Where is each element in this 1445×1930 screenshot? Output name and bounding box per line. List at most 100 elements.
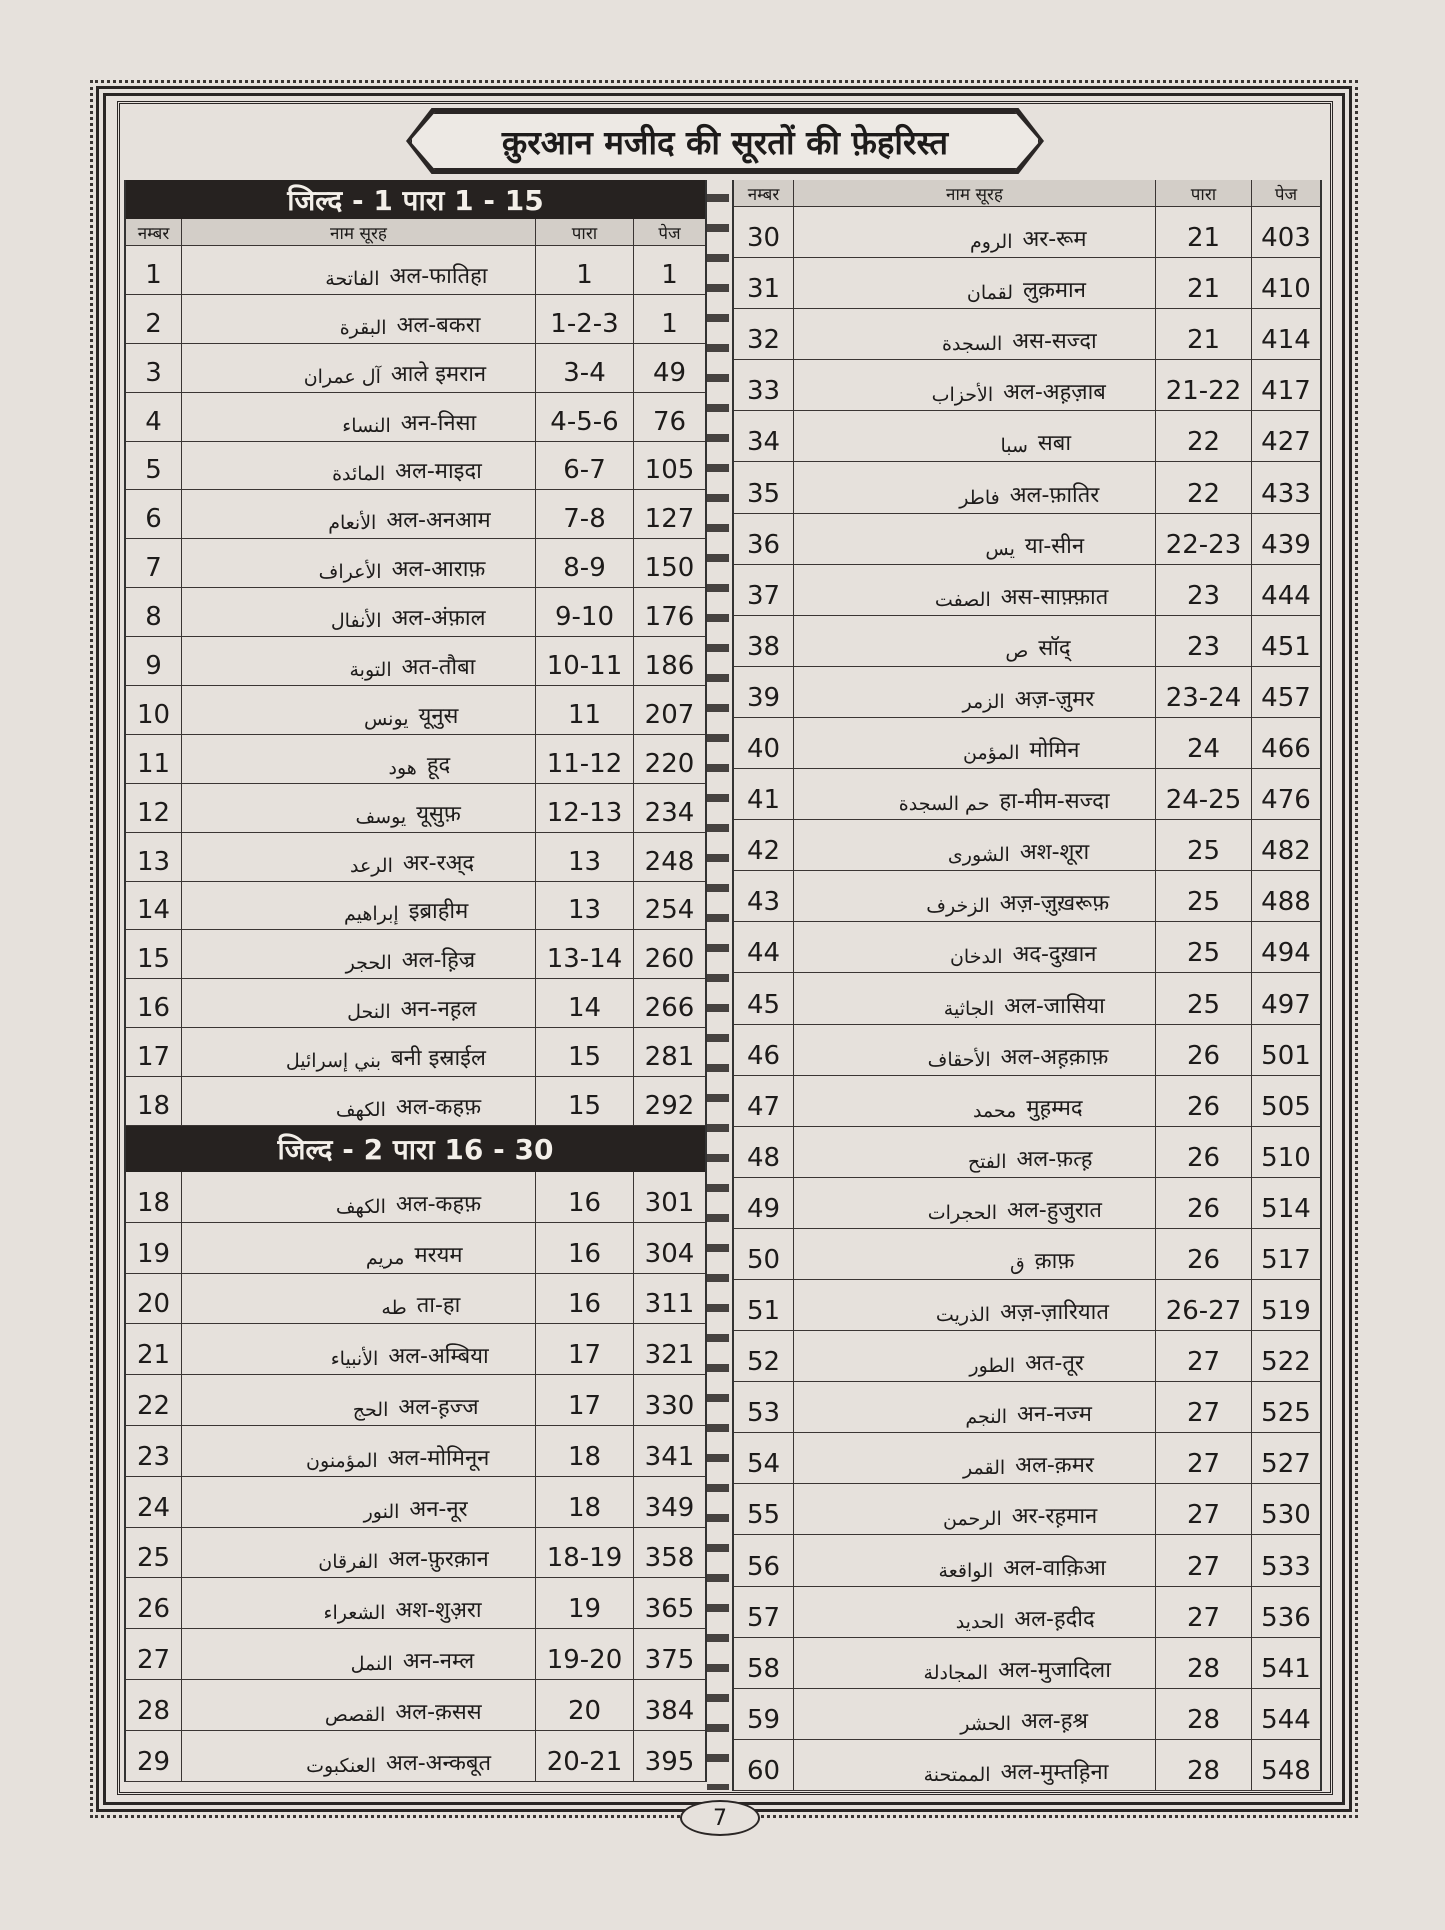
surah-name-cell: سبا सबा bbox=[794, 411, 1156, 462]
surah-name-cell: الواقعة अल-वाक़िआ bbox=[794, 1535, 1156, 1586]
table-row: 8 الأنفال अल-अंफ़ाल 9-10 176 bbox=[126, 588, 705, 638]
surah-name-hindi: अन-नूर bbox=[409, 1496, 468, 1522]
surah-name-hindi: अल-जासिया bbox=[1004, 993, 1105, 1019]
table-row: 52 الطور अत-तूर 27 522 bbox=[734, 1331, 1320, 1383]
surah-number: 32 bbox=[734, 309, 794, 360]
surah-name-arabic: المؤمنون bbox=[306, 1449, 378, 1472]
surah-number: 43 bbox=[734, 871, 794, 922]
page: 466 bbox=[1261, 734, 1311, 765]
para: 14 bbox=[536, 979, 634, 1028]
header-number: नम्बर bbox=[126, 219, 182, 245]
page: 427 bbox=[1261, 427, 1311, 458]
surah-name-arabic: المؤمن bbox=[963, 742, 1020, 765]
surah-name-hindi: सॉद् bbox=[1038, 635, 1071, 661]
surah-name-cell: آل عمران आले इमरान bbox=[182, 343, 536, 392]
page: 330 bbox=[644, 1391, 695, 1422]
surah-name-arabic: لقمان bbox=[966, 282, 1014, 305]
surah-name-hindi: अस-सज्दा bbox=[1012, 329, 1097, 355]
page: 517 bbox=[1261, 1244, 1311, 1275]
para: 13 bbox=[536, 832, 634, 881]
table-row: 57 الحديد अल-ह़दीद 27 536 bbox=[734, 1586, 1320, 1638]
table-row: 17 بني إسرائيل बनी इस्राईल 15 281 bbox=[126, 1028, 705, 1078]
surah-name-cell: المجادلة अल-मुजादिला bbox=[794, 1637, 1156, 1688]
para: 20-21 bbox=[536, 1730, 634, 1781]
para: 27 bbox=[1156, 1586, 1252, 1637]
surah-name-arabic: الحجر bbox=[345, 952, 392, 975]
surah-name-hindi: अश-शुअ़रा bbox=[395, 1598, 482, 1624]
page: 105 bbox=[644, 455, 695, 486]
table-row: 28 القصص अल-क़सस 20 384 bbox=[126, 1680, 705, 1731]
table-row: 39 الزمر अज़-ज़ुमर 23-24 457 bbox=[734, 666, 1320, 718]
page: 414 bbox=[1261, 325, 1311, 356]
para: 26 bbox=[1156, 1024, 1252, 1075]
surah-number: 23 bbox=[126, 1426, 182, 1476]
surah-name-arabic: المجادلة bbox=[923, 1661, 989, 1684]
surah-name-cell: الصفت अस-साफ़्फ़ात bbox=[794, 564, 1156, 615]
surah-name-cell: الأنعام अल-अनआम bbox=[182, 490, 536, 539]
surah-name-arabic: الحجرات bbox=[927, 1201, 998, 1224]
surah-name-hindi: अल-अह़ज़ाब bbox=[1003, 380, 1106, 406]
table-row: 38 ص सॉद् 23 451 bbox=[734, 615, 1320, 667]
surah-name-cell: يوسف यूसुफ़ bbox=[182, 783, 536, 832]
surah-number: 13 bbox=[126, 832, 182, 881]
surah-name-hindi: अज़-ज़ुमर bbox=[1014, 686, 1095, 712]
para: 25 bbox=[1156, 820, 1252, 871]
page: 311 bbox=[644, 1289, 695, 1320]
header-para: पारा bbox=[536, 219, 634, 245]
page: 497 bbox=[1261, 989, 1311, 1020]
surah-name-cell: الفتح अल-फ़त्ह़ bbox=[794, 1126, 1156, 1177]
para: 27 bbox=[1156, 1535, 1252, 1586]
surah-name-cell: النحل अन-नह़ल bbox=[182, 979, 536, 1028]
table-row: 18 الكهف अल-कहफ़ 15 292 bbox=[126, 1077, 705, 1127]
table-row: 45 الجاثية अल-जासिया 25 497 bbox=[734, 973, 1320, 1025]
page: 501 bbox=[1261, 1040, 1311, 1071]
surah-name-cell: المؤمن मोमिन bbox=[794, 717, 1156, 769]
surah-name-arabic: الأنعام bbox=[328, 512, 377, 535]
surah-name-arabic: الأعراف bbox=[318, 561, 382, 584]
surah-name-cell: الحجر अल-ह़िज्र bbox=[182, 930, 536, 979]
page: 49 bbox=[652, 357, 687, 388]
surah-number: 1 bbox=[126, 246, 182, 294]
surah-number: 49 bbox=[734, 1177, 794, 1228]
para: 8-9 bbox=[536, 539, 634, 588]
volume-1-label: जिल्द - 1 पारा 1 - 15 bbox=[126, 180, 705, 219]
surah-name-arabic: الحديد bbox=[955, 1610, 1005, 1633]
surah-number: 17 bbox=[126, 1028, 182, 1077]
para: 27 bbox=[1156, 1382, 1252, 1433]
surah-name-cell: العنكبوت अल-अन्कबूत bbox=[182, 1730, 536, 1781]
surah-name-hindi: अल-अंफ़ाल bbox=[391, 606, 486, 632]
surah-name-cell: الحجرات अल-हुजुरात bbox=[794, 1177, 1156, 1228]
table-row: 34 سبا सबा 22 427 bbox=[734, 411, 1320, 463]
page: 451 bbox=[1261, 631, 1311, 662]
surah-name-hindi: अर-रअ्द bbox=[402, 850, 475, 876]
para: 23 bbox=[1156, 564, 1252, 615]
para: 18-19 bbox=[536, 1527, 634, 1578]
surah-name-hindi: मोमिन bbox=[1029, 738, 1080, 764]
surah-name-arabic: الشورى bbox=[947, 844, 1010, 867]
page: 482 bbox=[1261, 836, 1311, 867]
para: 16 bbox=[536, 1222, 634, 1273]
para: 11 bbox=[536, 686, 634, 734]
para: 17 bbox=[536, 1324, 634, 1375]
table-header-row: नम्बर नाम सूरह पारा पेज bbox=[126, 219, 705, 246]
volume-2-heading: जिल्द - 2 पारा 16 - 30 bbox=[126, 1126, 705, 1173]
surah-name-arabic: فاطر bbox=[959, 486, 1000, 509]
surah-name-hindi: अत-तौबा bbox=[401, 655, 476, 681]
surah-number: 28 bbox=[126, 1680, 182, 1730]
table-row: 43 الزخرف अज़-ज़ुख़रूफ़ 25 488 bbox=[734, 871, 1320, 923]
surah-name-cell: الأحقاف अल-अह़क़ाफ़ bbox=[794, 1024, 1156, 1075]
table-row: 42 الشورى अश-शूरा 25 482 bbox=[734, 820, 1320, 872]
surah-name-hindi: अल-फ़ुरक़ान bbox=[388, 1547, 489, 1573]
surah-name-hindi: अल-फातिहा bbox=[389, 263, 488, 289]
para: 15 bbox=[536, 1028, 634, 1077]
surah-number: 44 bbox=[734, 922, 794, 973]
para: 27 bbox=[1156, 1433, 1252, 1484]
inner-frame bbox=[117, 101, 1333, 1795]
page: 292 bbox=[644, 1091, 695, 1122]
surah-name-arabic: محمد bbox=[972, 1099, 1017, 1122]
surah-name-cell: الذريت अज़-ज़ारियात bbox=[794, 1279, 1156, 1331]
para: 26 bbox=[1156, 1228, 1252, 1279]
surah-name-arabic: البقرة bbox=[339, 316, 387, 339]
surah-number: 30 bbox=[734, 207, 794, 258]
surah-name-hindi: अन-निसा bbox=[400, 410, 477, 436]
